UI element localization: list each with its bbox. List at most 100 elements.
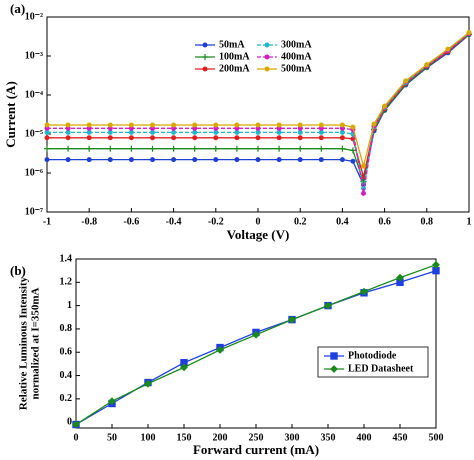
y-tick-label: 0.6: [60, 347, 73, 358]
y-axis-title: Relative Luminous Intensity: [18, 276, 30, 410]
y-tick-label: 1: [67, 300, 72, 311]
y-tick-label: 10⁻⁷: [25, 206, 43, 217]
data-point: [350, 124, 356, 130]
data-point: [107, 157, 113, 163]
data-point: [65, 129, 71, 135]
data-point: [44, 135, 50, 141]
data-point: [255, 145, 261, 152]
data-point: [150, 129, 155, 135]
data-point: [107, 129, 113, 135]
data-point: [255, 135, 261, 141]
data-point: [65, 157, 71, 163]
x-tick-label: 1: [467, 216, 472, 227]
legend-label: 50mA: [219, 39, 245, 50]
legend-marker: [330, 352, 338, 360]
data-point: [44, 157, 50, 163]
data-point: [128, 122, 134, 128]
data-point: [86, 145, 93, 152]
data-point: [213, 157, 219, 163]
legend-label: 200mA: [219, 63, 250, 74]
data-point: [234, 157, 240, 163]
data-point: [276, 157, 282, 163]
data-point: [213, 135, 219, 141]
data-point: [424, 62, 430, 68]
data-point: [297, 145, 304, 152]
series-line: [75, 270, 437, 426]
data-point: [107, 135, 113, 141]
plot-frame: [46, 16, 470, 213]
y-tick-label: 0.4: [60, 370, 73, 381]
data-point: [255, 129, 261, 135]
data-point: [255, 122, 261, 128]
data-point: [297, 157, 303, 163]
data-point: [396, 273, 404, 282]
data-point: [128, 157, 134, 163]
data-point: [128, 145, 135, 152]
data-point: [191, 145, 198, 152]
data-point: [128, 129, 134, 135]
data-point: [86, 157, 92, 163]
data-point: [150, 122, 155, 128]
data-point: [213, 129, 219, 135]
data-point: [297, 129, 303, 135]
x-tick-label: 0.8: [421, 216, 434, 227]
legend-marker: [264, 54, 270, 60]
x-tick-label: 300: [285, 432, 300, 443]
data-point: [432, 260, 440, 269]
data-point: [349, 147, 356, 154]
data-point: [361, 190, 366, 196]
data-point: [360, 178, 367, 185]
data-point: [276, 145, 283, 152]
data-point: [339, 145, 346, 152]
y-axis-title: normalized at I=350mA: [30, 287, 42, 399]
data-point: [445, 46, 451, 52]
panel-label: (b): [10, 263, 26, 278]
legend-marker: [202, 66, 208, 72]
legend-label: 400mA: [281, 51, 312, 62]
y-tick-label: 10⁻⁵: [25, 128, 43, 139]
x-tick-label: 150: [177, 432, 192, 443]
y-tick-label: 10⁻⁶: [25, 167, 43, 178]
data-point: [44, 129, 50, 135]
data-point: [371, 121, 377, 127]
data-point: [171, 129, 177, 135]
data-point: [192, 122, 198, 128]
series-line: [47, 33, 470, 177]
data-point: [213, 122, 219, 128]
x-tick-label: 450: [393, 432, 408, 443]
data-point: [65, 145, 72, 152]
data-point: [276, 135, 282, 141]
x-tick-label: 0.4: [336, 216, 349, 227]
x-tick-label: 0: [256, 216, 261, 227]
legend-marker: [202, 42, 208, 48]
data-point: [171, 157, 177, 163]
data-point: [339, 157, 345, 163]
data-point: [360, 287, 368, 296]
data-point: [144, 379, 152, 388]
y-tick-label: 0.2: [60, 393, 73, 404]
data-point: [170, 145, 177, 152]
data-point: [150, 135, 155, 141]
y-axis-title: Current (A): [3, 81, 18, 148]
data-point: [318, 145, 325, 152]
data-point: [86, 129, 92, 135]
data-point: [339, 135, 345, 141]
x-tick-label: 100: [141, 432, 156, 443]
y-tick-label: 1.2: [60, 277, 73, 288]
data-point: [252, 330, 260, 339]
y-tick-label: 10⁻³: [25, 50, 43, 61]
x-tick-label: -0.4: [166, 216, 182, 227]
data-point: [192, 129, 198, 135]
x-tick-label: -0.2: [208, 216, 224, 227]
data-point: [216, 346, 224, 354]
data-point: [297, 135, 303, 141]
panel-label: (a): [10, 1, 25, 16]
data-point: [318, 157, 324, 163]
data-point: [44, 122, 50, 128]
data-point: [107, 122, 113, 128]
x-tick-label: -1: [43, 216, 51, 227]
data-point: [149, 145, 156, 152]
legend-marker: [264, 66, 270, 72]
data-point: [233, 145, 240, 152]
